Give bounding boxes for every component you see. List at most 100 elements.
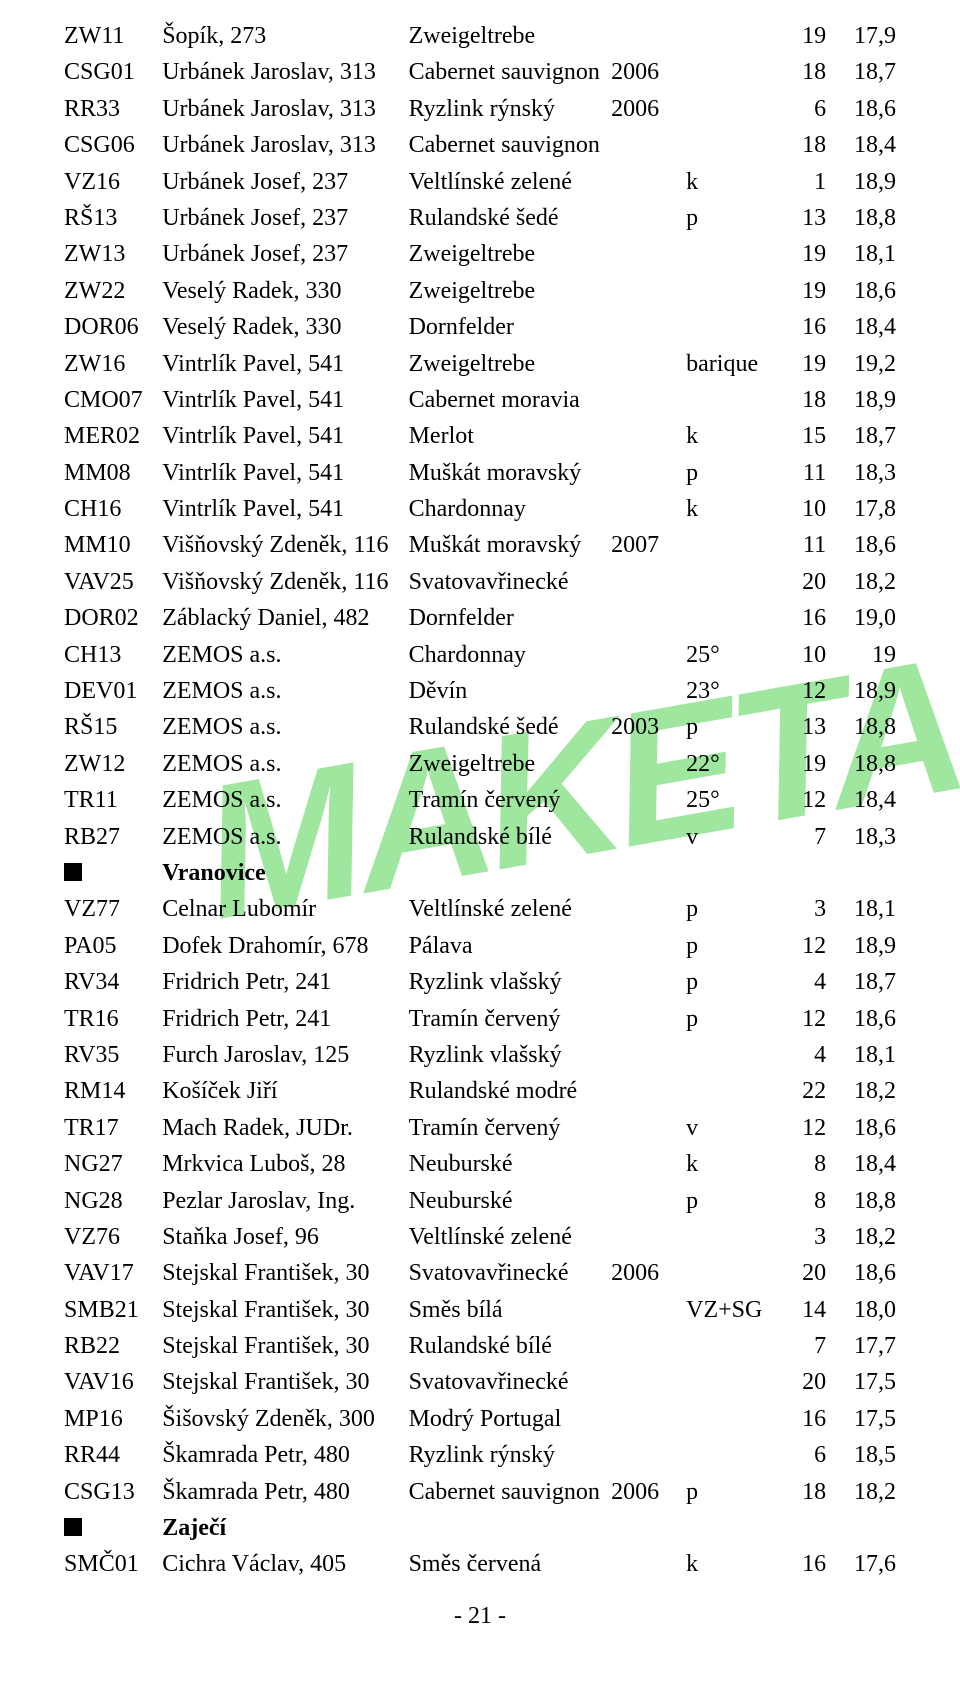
cell <box>607 1001 682 1037</box>
section-header: Vranovice <box>60 855 900 891</box>
cell: RV35 <box>60 1037 158 1073</box>
table-row: VZ16Urbánek Josef, 237Veltlínské zelenék… <box>60 164 900 200</box>
table-row: RŠ13Urbánek Josef, 237Rulandské šedép131… <box>60 200 900 236</box>
table-row: ZW22Veselý Radek, 330Zweigeltrebe1918,6 <box>60 273 900 309</box>
cell <box>607 1110 682 1146</box>
cell: 10 <box>771 637 830 673</box>
table-row: RB27ZEMOS a.s.Rulandské bílév718,3 <box>60 819 900 855</box>
cell: Veselý Radek, 330 <box>158 309 404 345</box>
cell <box>607 1219 682 1255</box>
cell: 16 <box>771 600 830 636</box>
cell: Směs červená <box>405 1546 608 1582</box>
cell: 17,7 <box>830 1328 900 1364</box>
cell: Modrý Portugal <box>405 1401 608 1437</box>
cell <box>682 1364 771 1400</box>
cell: RB27 <box>60 819 158 855</box>
cell: Vintrlík Pavel, 541 <box>158 418 404 454</box>
cell: Urbánek Jaroslav, 313 <box>158 91 404 127</box>
cell: Pezlar Jaroslav, Ing. <box>158 1183 404 1219</box>
table-row: RB22Stejskal František, 30Rulandské bílé… <box>60 1328 900 1364</box>
cell: 4 <box>771 964 830 1000</box>
cell: 17,5 <box>830 1401 900 1437</box>
cell: SMČ01 <box>60 1546 158 1582</box>
cell <box>607 455 682 491</box>
cell: Ryzlink vlašský <box>405 964 608 1000</box>
square-icon <box>64 1518 82 1536</box>
table-row: SMČ01Cichra Václav, 405Směs červenák1617… <box>60 1546 900 1582</box>
table-row: ZW16Vintrlík Pavel, 541Zweigeltrebebariq… <box>60 346 900 382</box>
cell: Mrkvica Luboš, 28 <box>158 1146 404 1182</box>
cell: 18,1 <box>830 891 900 927</box>
cell <box>607 637 682 673</box>
cell: Děvín <box>405 673 608 709</box>
cell: CMO07 <box>60 382 158 418</box>
cell: p <box>682 200 771 236</box>
cell: 12 <box>771 782 830 818</box>
cell: Pálava <box>405 928 608 964</box>
cell: 2006 <box>607 1474 682 1510</box>
cell <box>682 1328 771 1364</box>
cell: 18,4 <box>830 309 900 345</box>
cell <box>607 1364 682 1400</box>
cell: DOR02 <box>60 600 158 636</box>
cell: 18,8 <box>830 200 900 236</box>
cell: 18,8 <box>830 709 900 745</box>
cell: RV34 <box>60 964 158 1000</box>
cell <box>682 1255 771 1291</box>
cell: 10 <box>771 491 830 527</box>
cell: MP16 <box>60 1401 158 1437</box>
cell: v <box>682 1110 771 1146</box>
cell: Stejskal František, 30 <box>158 1292 404 1328</box>
table-row: RR33Urbánek Jaroslav, 313Ryzlink rýnský2… <box>60 91 900 127</box>
cell: 18,3 <box>830 819 900 855</box>
cell: 7 <box>771 819 830 855</box>
cell: Tramín červený <box>405 1001 608 1037</box>
cell: Cabernet sauvignon <box>405 127 608 163</box>
cell: Zweigeltrebe <box>405 236 608 272</box>
cell: 18,4 <box>830 127 900 163</box>
cell: 20 <box>771 564 830 600</box>
cell: 18,6 <box>830 1110 900 1146</box>
cell: Cichra Václav, 405 <box>158 1546 404 1582</box>
table-row: MM08Vintrlík Pavel, 541Muškát moravskýp1… <box>60 455 900 491</box>
cell: 12 <box>771 928 830 964</box>
cell: VAV16 <box>60 1364 158 1400</box>
cell: 18,9 <box>830 673 900 709</box>
cell: ZEMOS a.s. <box>158 782 404 818</box>
cell: Dornfelder <box>405 600 608 636</box>
cell: p <box>682 928 771 964</box>
cell <box>682 600 771 636</box>
table-row: TR11ZEMOS a.s.Tramín červený25°1218,4 <box>60 782 900 818</box>
cell <box>607 564 682 600</box>
cell: 18,9 <box>830 382 900 418</box>
table-row: MP16Šišovský Zdeněk, 300Modrý Portugal16… <box>60 1401 900 1437</box>
cell: 3 <box>771 891 830 927</box>
cell: VAV17 <box>60 1255 158 1291</box>
cell: 18,3 <box>830 455 900 491</box>
cell: 11 <box>771 455 830 491</box>
cell: Stejskal František, 30 <box>158 1255 404 1291</box>
cell <box>607 1183 682 1219</box>
cell: Cabernet sauvignon <box>405 1474 608 1510</box>
table-row: CSG01Urbánek Jaroslav, 313Cabernet sauvi… <box>60 54 900 90</box>
cell: 2006 <box>607 54 682 90</box>
cell: 18,8 <box>830 1183 900 1219</box>
cell: MM10 <box>60 527 158 563</box>
cell: 18,1 <box>830 1037 900 1073</box>
cell: Urbánek Josef, 237 <box>158 200 404 236</box>
cell <box>607 127 682 163</box>
cell <box>682 1401 771 1437</box>
cell: 12 <box>771 1001 830 1037</box>
cell: Košíček Jiří <box>158 1073 404 1109</box>
cell: Chardonnay <box>405 637 608 673</box>
cell: RŠ13 <box>60 200 158 236</box>
cell: 2007 <box>607 527 682 563</box>
cell: Merlot <box>405 418 608 454</box>
table-row: VAV16Stejskal František, 30Svatovavřinec… <box>60 1364 900 1400</box>
cell: 19 <box>771 346 830 382</box>
square-icon <box>64 863 82 881</box>
cell <box>607 600 682 636</box>
cell <box>607 236 682 272</box>
cell: 16 <box>771 309 830 345</box>
section-header: Zaječí <box>60 1510 900 1546</box>
